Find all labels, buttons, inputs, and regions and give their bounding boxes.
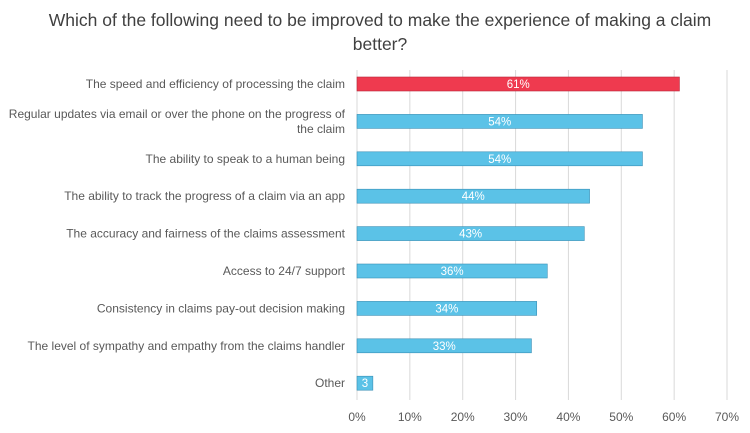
bar [356, 76, 680, 92]
category-label: The level of sympathy and empathy from t… [28, 339, 345, 353]
bar [356, 375, 374, 391]
category-label: The speed and efficiency of processing t… [86, 77, 345, 91]
bar-data-label: 54% [488, 154, 511, 166]
x-tick-label: 0% [348, 410, 366, 424]
bar [356, 188, 590, 204]
bar-data-label: 34% [435, 303, 458, 315]
category-label-line: The level of sympathy and empathy from t… [28, 339, 345, 353]
x-tick-label: 10% [398, 410, 422, 424]
x-tick-label: 60% [662, 410, 686, 424]
category-label-line: Other [315, 376, 345, 390]
x-tick-label: 50% [609, 410, 633, 424]
bar-data-label: 44% [462, 191, 485, 203]
bar-data-label: 3 [362, 378, 368, 390]
category-labels: The speed and efficiency of processing t… [9, 77, 346, 390]
category-label: The ability to speak to a human being [146, 152, 345, 166]
category-label: Consistency in claims pay-out decision m… [97, 301, 345, 315]
category-label-line: Access to 24/7 support [223, 264, 346, 278]
bar [356, 151, 643, 167]
category-label-line: Regular updates via email or over the ph… [9, 107, 346, 121]
category-label: Other [315, 376, 345, 390]
category-label-line: The ability to track the progress of a c… [64, 189, 345, 203]
x-tick-label: 40% [556, 410, 580, 424]
chart-title: Which of the following need to be improv… [48, 10, 712, 54]
category-label-line: the claim [297, 122, 345, 136]
bar-data-label: 54% [488, 116, 511, 128]
bar-data-label: 43% [459, 229, 482, 241]
bar-data-label: 61% [507, 79, 530, 91]
bar [356, 114, 643, 129]
bar [356, 301, 538, 316]
x-tick-label: 70% [715, 410, 739, 424]
bar-data-label: 33% [433, 341, 456, 353]
category-label-line: The accuracy and fairness of the claims … [66, 227, 345, 241]
bar [356, 338, 532, 354]
bar [356, 263, 548, 279]
bars: 61% 54% 54% 44% 43% 36% 34% 33% 3 [356, 76, 680, 391]
x-tick-label: 20% [451, 410, 475, 424]
bar-data-label: 36% [441, 266, 464, 278]
category-label: The accuracy and fairness of the claims … [66, 227, 345, 241]
x-axis-ticks: 0% 10% 20% 30% 40% 50% 60% 70% [348, 410, 739, 424]
category-label-line: Consistency in claims pay-out decision m… [97, 301, 345, 315]
x-tick-label: 30% [504, 410, 528, 424]
category-label: The ability to track the progress of a c… [64, 189, 345, 203]
bar [356, 226, 585, 241]
category-label: Access to 24/7 support [223, 264, 346, 278]
category-label-line: The speed and efficiency of processing t… [86, 77, 345, 91]
category-label-line: The ability to speak to a human being [146, 152, 345, 166]
category-label: Regular updates via email or over the ph… [9, 107, 346, 136]
